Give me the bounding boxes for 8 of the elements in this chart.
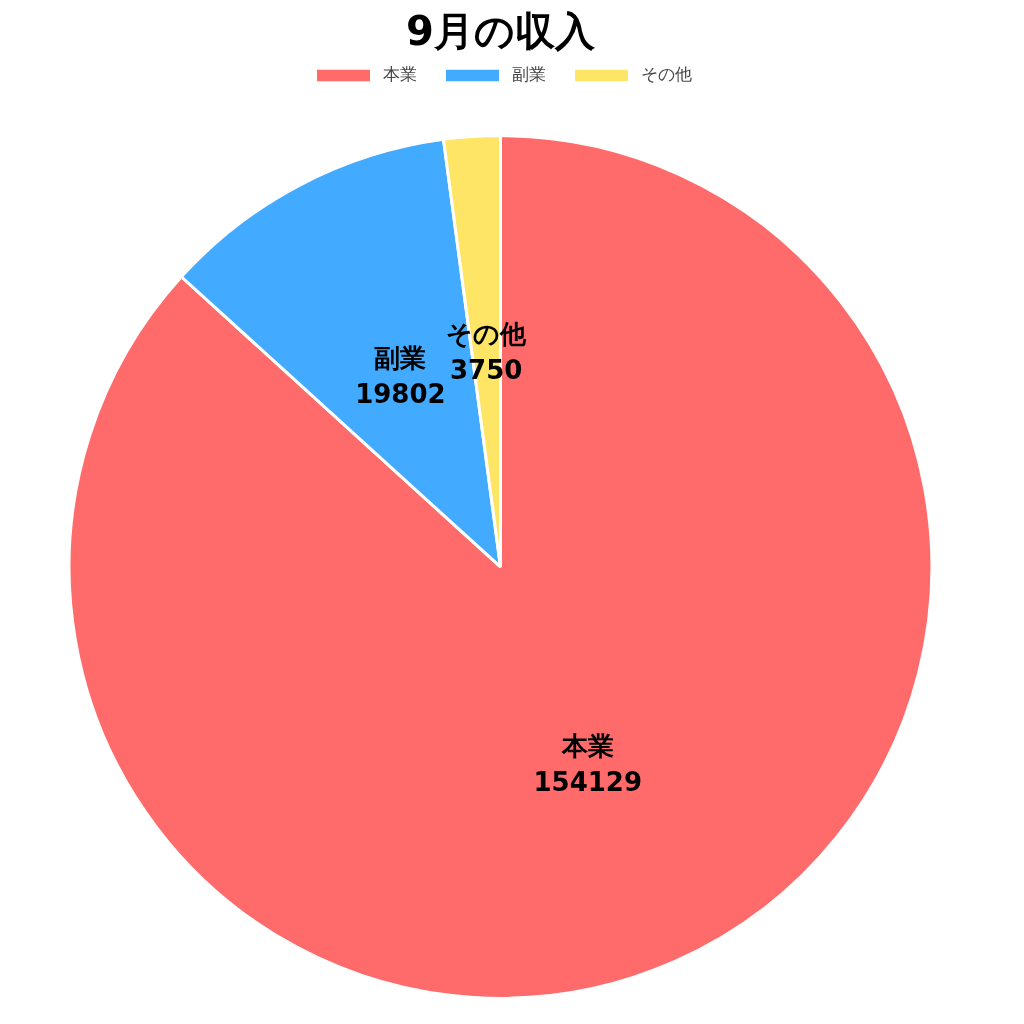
- chart-title: 9月の収入: [406, 7, 596, 54]
- slice-label: 本業: [560, 731, 614, 762]
- legend-label: 副業: [512, 63, 546, 86]
- data-label: 154129: [533, 767, 643, 798]
- legend-label: その他: [641, 63, 692, 86]
- data-label: 19802: [355, 379, 446, 410]
- legend-label: 本業: [383, 63, 417, 86]
- slice-label: 副業: [374, 343, 427, 374]
